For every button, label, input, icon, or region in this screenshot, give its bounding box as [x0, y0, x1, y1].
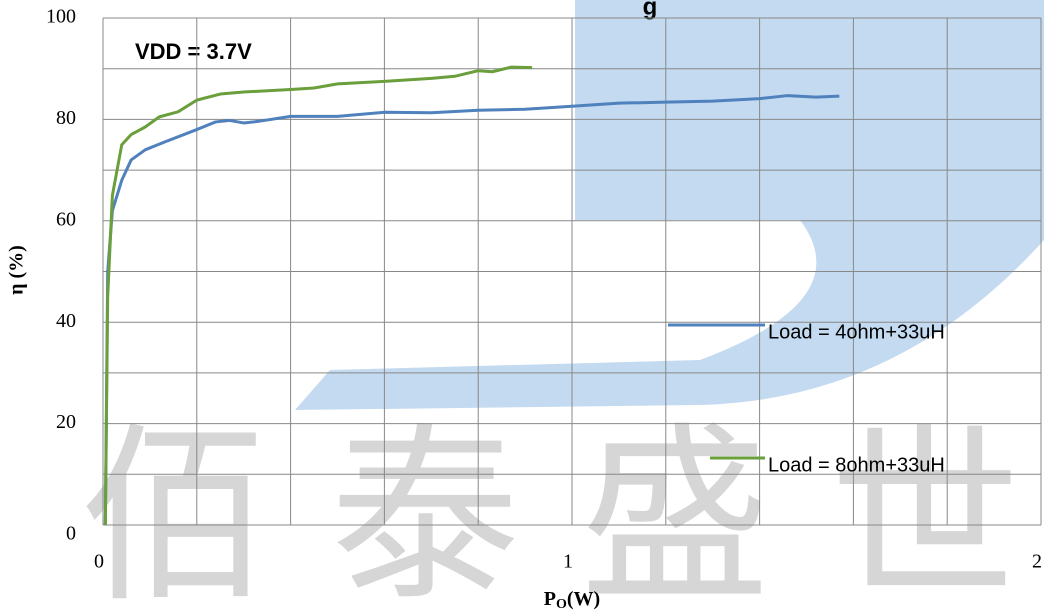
- y-tick-label: 80: [56, 107, 76, 129]
- legend-label: Load = 8ohm+33uH: [768, 454, 945, 476]
- x-axis-label: PO(W): [544, 588, 600, 613]
- x-tick-label: 2: [1032, 551, 1042, 573]
- x-label-main: P: [544, 588, 556, 610]
- chart-title: g: [643, 0, 658, 20]
- line-series: [103, 65, 533, 526]
- y-tick-label: 100: [46, 6, 76, 28]
- annotation: VDD = 3.7V: [135, 39, 252, 64]
- y-tick-label: 20: [56, 411, 76, 433]
- y-tick-label: 60: [56, 208, 76, 230]
- y-tick-label: 0: [66, 523, 76, 545]
- y-axis-label: η (%): [6, 245, 28, 295]
- x-tick-label: 0: [94, 551, 104, 573]
- y-tick-label: 40: [56, 310, 76, 332]
- watermark-text: 佰泰盛世: [80, 406, 1044, 614]
- x-label-sub: O: [556, 597, 567, 612]
- legend-label: Load = 4ohm+33uH: [768, 321, 945, 343]
- x-tick-label: 1: [563, 551, 573, 573]
- line-series: [103, 94, 840, 526]
- x-label-unit: (W): [567, 588, 600, 610]
- watermark-shape: [295, 0, 1044, 410]
